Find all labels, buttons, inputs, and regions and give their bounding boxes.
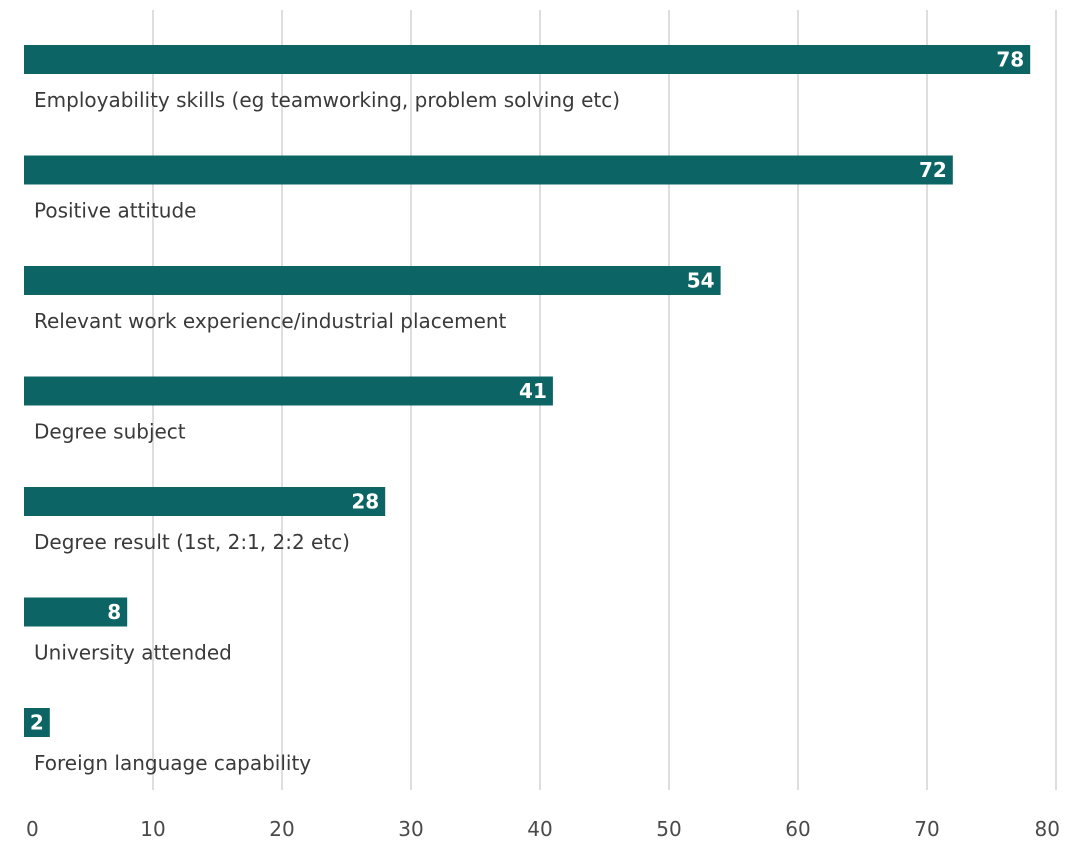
category-label-0: Employability skills (eg teamworking, pr… bbox=[34, 88, 620, 112]
bar-value-label-0: 78 bbox=[996, 48, 1024, 72]
bar-1 bbox=[24, 155, 953, 185]
bar-5 bbox=[24, 597, 128, 627]
category-label-3: Degree subject bbox=[34, 420, 186, 444]
bar-value-label-6: 2 bbox=[30, 711, 44, 735]
bar-value-label-4: 28 bbox=[351, 490, 379, 514]
x-axis-ticks: 0 10 20 30 40 50 60 70 80 bbox=[26, 817, 1060, 841]
bars: 78 72 54 41 28 8 2 bbox=[24, 45, 1031, 737]
category-label-2: Relevant work experience/industrial plac… bbox=[34, 309, 507, 333]
x-tick-label-20: 20 bbox=[269, 817, 294, 841]
bar-6 bbox=[24, 708, 50, 737]
bar-3 bbox=[24, 376, 553, 406]
bar-value-label-5: 8 bbox=[107, 600, 121, 624]
category-label-1: Positive attitude bbox=[34, 199, 196, 223]
bar-value-label-1: 72 bbox=[919, 158, 947, 182]
x-tick-label-10: 10 bbox=[140, 817, 165, 841]
x-tick-label-60: 60 bbox=[785, 817, 810, 841]
category-label-6: Foreign language capability bbox=[34, 751, 311, 775]
category-label-4: Degree result (1st, 2:1, 2:2 etc) bbox=[34, 530, 350, 554]
x-tick-label-70: 70 bbox=[914, 817, 939, 841]
bar-4 bbox=[24, 487, 386, 516]
bar-value-label-3: 41 bbox=[519, 379, 547, 403]
bar-0 bbox=[24, 45, 1031, 74]
category-label-5: University attended bbox=[34, 641, 232, 665]
x-tick-label-80: 80 bbox=[1035, 817, 1060, 841]
x-tick-label-30: 30 bbox=[398, 817, 423, 841]
bar-2 bbox=[24, 266, 721, 295]
x-tick-label-40: 40 bbox=[527, 817, 552, 841]
x-tick-label-0: 0 bbox=[26, 817, 39, 841]
category-labels: Employability skills (eg teamworking, pr… bbox=[34, 88, 620, 775]
x-tick-label-50: 50 bbox=[656, 817, 681, 841]
bar-value-label-2: 54 bbox=[687, 269, 715, 293]
